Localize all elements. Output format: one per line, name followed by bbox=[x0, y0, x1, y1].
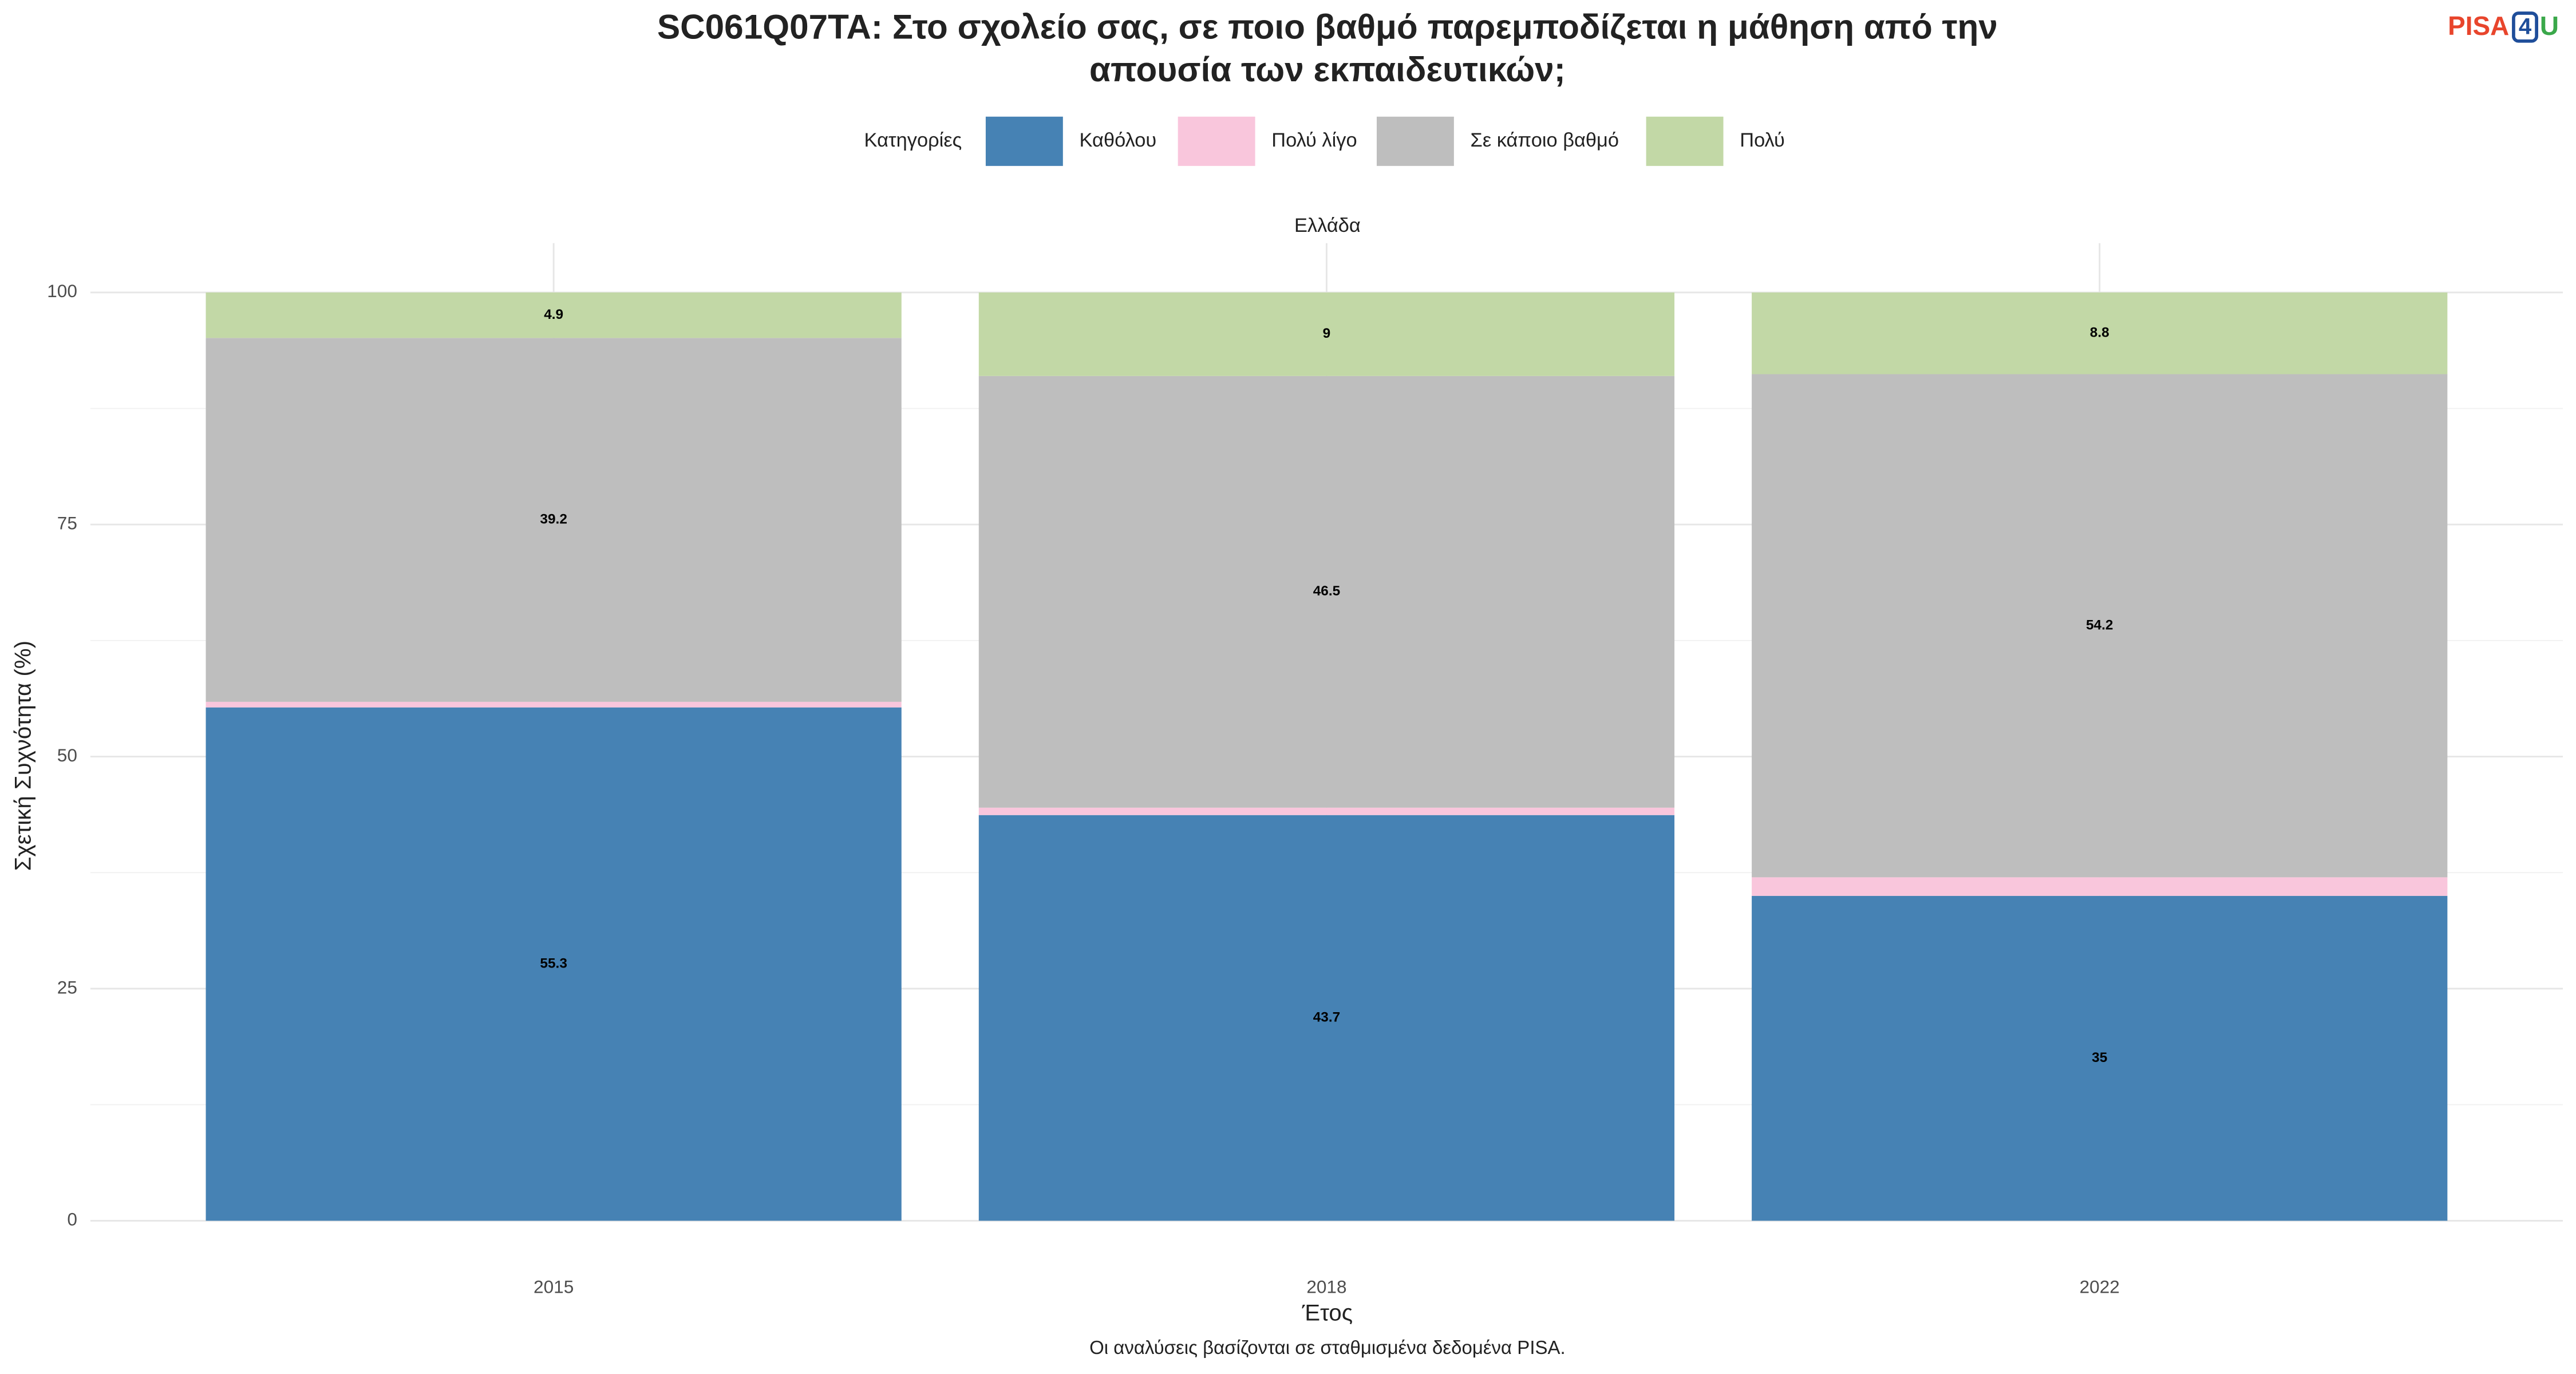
facet-label: Ελλάδα bbox=[1294, 215, 1361, 236]
bar-segment bbox=[206, 707, 902, 1221]
legend-key bbox=[1376, 116, 1454, 166]
y-tick-label: 25 bbox=[57, 977, 77, 997]
y-tick-label: 75 bbox=[57, 513, 77, 534]
data-label: 4.9 bbox=[544, 307, 563, 322]
legend-label: Πολύ λίγο bbox=[1271, 129, 1357, 151]
legend-label: Καθόλου bbox=[1080, 129, 1157, 151]
bar-segment bbox=[978, 292, 1675, 376]
legend-key bbox=[985, 116, 1063, 166]
data-label: 46.5 bbox=[1313, 583, 1340, 599]
bar-segment bbox=[206, 701, 902, 708]
data-label: 39.2 bbox=[540, 512, 567, 527]
bar-segment bbox=[1752, 292, 2448, 374]
x-axis-title: Έτος bbox=[1302, 1300, 1353, 1326]
x-tick-label: 2022 bbox=[2080, 1276, 2120, 1297]
bar-segment bbox=[978, 807, 1675, 815]
bar-segment bbox=[1752, 895, 2448, 1221]
chart-title: SC061Q07TA: Στο σχολείο σας, σε ποιο βαθ… bbox=[657, 7, 1998, 46]
bar-segment bbox=[978, 815, 1675, 1221]
y-tick-label: 0 bbox=[67, 1209, 77, 1230]
chart-title: απουσία των εκπαιδευτικών; bbox=[1089, 50, 1566, 89]
y-tick-label: 100 bbox=[47, 281, 77, 301]
data-label: 35 bbox=[2092, 1050, 2107, 1065]
data-label: 54.2 bbox=[2086, 617, 2113, 633]
x-tick-label: 2015 bbox=[534, 1276, 574, 1297]
x-tick-label: 2018 bbox=[1306, 1276, 1346, 1297]
y-tick-label: 50 bbox=[57, 745, 77, 765]
legend-title: Κατηγορίες bbox=[864, 129, 962, 151]
bar-segment bbox=[206, 338, 902, 702]
legend-key bbox=[1646, 116, 1724, 166]
y-axis-title: Σχετική Συχνότητα (%) bbox=[10, 641, 36, 871]
logo: PISA 4 U bbox=[2448, 11, 2559, 43]
legend-label: Σε κάποιο βαθμό bbox=[1471, 129, 1619, 151]
bar-segment bbox=[1752, 374, 2448, 878]
data-label: 8.8 bbox=[2090, 325, 2109, 341]
caption: Οι αναλύσεις βασίζονται σε σταθμισμένα δ… bbox=[1089, 1337, 1566, 1358]
legend-label: Πολύ bbox=[1740, 129, 1785, 151]
data-label: 9 bbox=[1323, 326, 1331, 341]
legend-key bbox=[1178, 116, 1255, 166]
data-label: 55.3 bbox=[540, 956, 567, 971]
logo-box bbox=[2512, 11, 2538, 43]
bar-segment bbox=[206, 292, 902, 338]
logo-text: U bbox=[2540, 11, 2559, 41]
bar-segment bbox=[978, 376, 1675, 808]
bar-segment bbox=[1752, 877, 2448, 896]
logo-text: PISA bbox=[2448, 11, 2509, 41]
data-label: 43.7 bbox=[1313, 1009, 1340, 1025]
logo-text: 4 bbox=[2519, 13, 2532, 39]
